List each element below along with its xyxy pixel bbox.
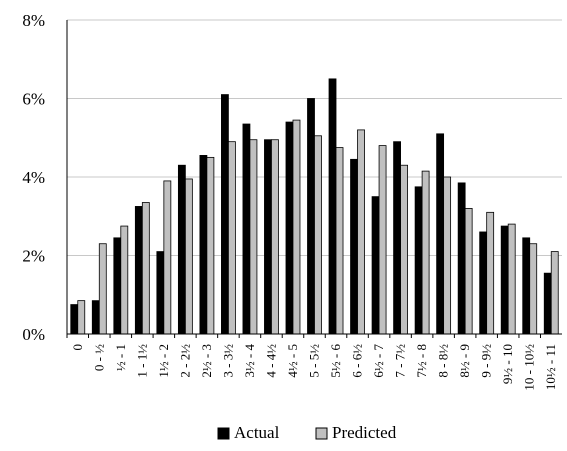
bar-actual [479,231,488,335]
y-tick-label: 0% [22,325,45,344]
bar-actual [414,186,423,335]
x-tick-label: 5 - 5½ [307,344,322,378]
bar-actual [177,164,186,335]
bar-predicted [400,164,408,335]
legend-label-actual: Actual [234,423,280,442]
bar-predicted [335,147,344,335]
bar-actual [285,121,294,335]
x-tick-label: 2 - 2½ [177,344,192,378]
bar-actual [436,133,445,335]
x-tick-label: 10 - 10½ [522,344,537,391]
bar-actual [371,196,380,335]
bar-predicted [486,211,495,335]
x-tick-label: 4½ - 5 [285,344,300,378]
bar-actual [393,141,401,335]
bar-actual [242,123,251,335]
y-tick-label: 2% [22,247,45,266]
bar-predicted [141,202,150,335]
bars [70,78,559,335]
bar-actual [221,94,229,335]
bar-actual [113,237,122,335]
bar-actual [328,78,337,335]
x-tick-label: ½ - 1 [113,344,128,371]
bar-predicted [464,207,473,335]
y-tick-label: 6% [22,90,45,109]
x-tick-label: 6½ - 7 [371,344,386,378]
bar-predicted [507,223,516,335]
bar-predicted [206,156,215,335]
y-tick-label: 4% [22,168,45,187]
bar-actual [199,155,208,335]
bar-predicted [421,170,430,335]
x-tick-label: 0 [70,344,85,351]
bar-predicted [314,135,322,335]
bar-predicted [184,178,193,335]
x-tick-label: 0 - ½ [91,344,106,371]
x-tick-label: 5½ - 6 [328,344,343,378]
x-tick-label: 4 - 4½ [263,344,278,378]
bar-predicted [443,176,452,335]
bar-predicted [271,139,279,335]
bar-actual [91,300,100,335]
x-tick-label: 8 - 8½ [436,344,451,378]
legend: Actual Predicted [217,423,397,442]
legend-label-predicted: Predicted [332,423,397,442]
bar-predicted [357,129,365,335]
bar-predicted [529,243,538,335]
bar-predicted [378,145,387,335]
bar-actual [134,206,143,335]
bar-actual [543,272,552,335]
x-tick-label: 1 - 1½ [134,344,149,378]
bar-predicted [98,243,107,335]
bar-predicted [163,180,172,335]
bar-actual [350,158,358,335]
bar-predicted [550,251,559,335]
x-tick-label: 8½ - 9 [457,344,472,378]
x-tick-label: 9½ - 10 [500,344,515,384]
bar-actual [264,139,272,335]
x-tick-label: 9 - 9½ [479,344,494,378]
x-tick-label: 3½ - 4 [242,344,257,378]
bar-predicted [77,300,86,335]
x-tick-label: 6 - 6½ [350,344,365,378]
y-tick-label: 8% [22,11,45,30]
x-tick-label: 2½ - 3 [199,344,214,378]
legend-swatch-actual [217,427,230,440]
bar-actual [70,304,79,335]
bar-actual [500,225,509,335]
y-axis-tick-labels: 0% 2% 4% 6% 8% [22,11,45,344]
bar-actual [156,251,165,335]
bar-predicted [228,141,236,335]
x-axis-tick-labels: 0 0 - ½ ½ - 1 1 - 1½ 1½ - 2 2 - 2½ 2½ - 3 3 - 3… [66,334,558,391]
bar-actual [457,182,466,335]
x-tick-label: 7 - 7½ [393,344,408,378]
bar-actual [522,237,531,335]
x-tick-label: 3 - 3½ [220,344,235,378]
x-tick-label: 1½ - 2 [156,344,171,378]
bar-predicted [292,119,301,335]
x-tick-label: 7½ - 8 [414,344,429,378]
x-tick-label: 10½ - 11 [543,344,558,390]
bar-predicted [249,139,258,335]
legend-swatch-predicted [315,427,328,440]
bar-actual [307,98,315,335]
bar-predicted [120,225,129,335]
